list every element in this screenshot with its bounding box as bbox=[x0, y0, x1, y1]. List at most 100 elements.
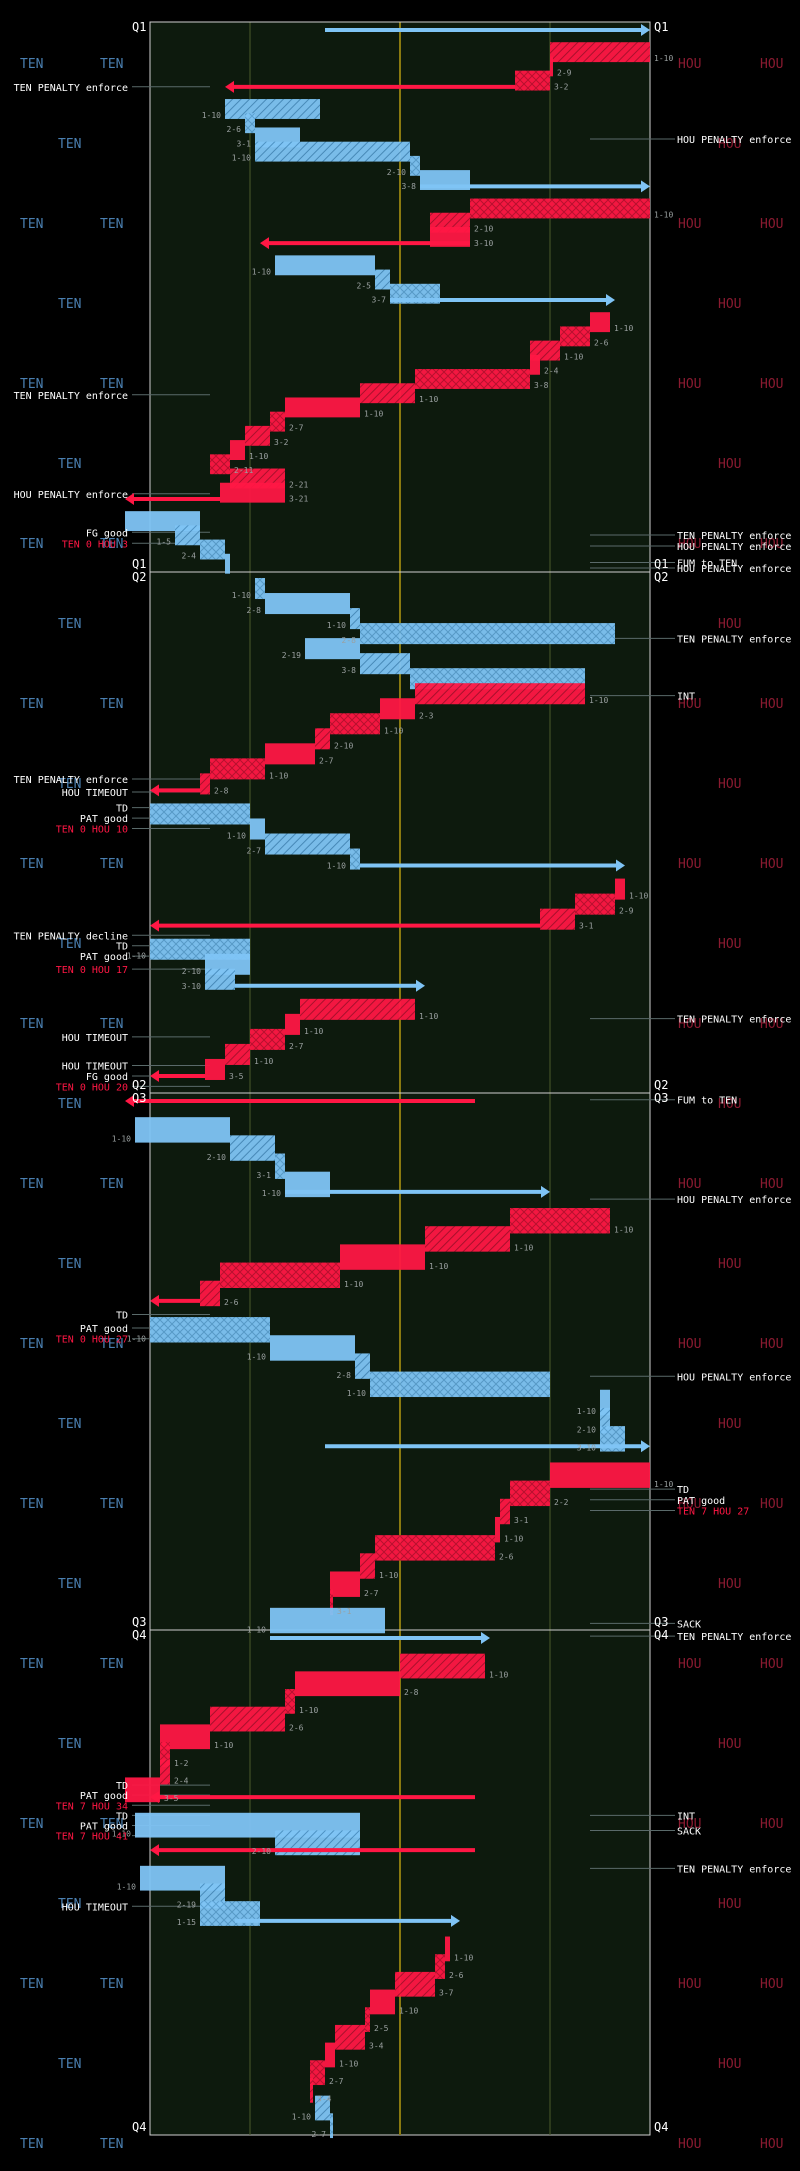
play-bar bbox=[255, 141, 410, 162]
play-bar bbox=[150, 803, 250, 825]
down-label: 3-8 bbox=[534, 381, 549, 390]
team-tag-right: HOU bbox=[678, 857, 701, 872]
down-label: 1-10 bbox=[232, 154, 251, 163]
team-tag-left: TEN bbox=[58, 137, 81, 152]
down-label: 1-10 bbox=[654, 210, 673, 219]
team-tag-left: TEN bbox=[20, 1977, 43, 1992]
play-bar bbox=[205, 1058, 225, 1080]
team-tag-right: HOU bbox=[760, 1657, 783, 1672]
down-label: 1-10 bbox=[232, 591, 251, 600]
down-label: 3-4 bbox=[369, 2042, 384, 2051]
play-bar bbox=[225, 553, 230, 574]
team-tag-left: TEN bbox=[20, 217, 43, 232]
team-tag-left: TEN bbox=[58, 777, 81, 792]
play-bar bbox=[225, 99, 320, 119]
down-label: 3-2 bbox=[274, 438, 289, 447]
quarter-label-left-end: Q2 bbox=[132, 1078, 146, 1092]
quarter-label-right-end: Q2 bbox=[654, 1078, 668, 1092]
team-tag-left: TEN bbox=[100, 1177, 123, 1192]
down-label: 2-7 bbox=[289, 1042, 304, 1051]
play-bar bbox=[365, 2007, 370, 2032]
play-bar bbox=[600, 1407, 610, 1434]
team-tag-right: HOU bbox=[678, 1977, 701, 1992]
annotation-left: TD bbox=[116, 1781, 128, 1792]
play-bar bbox=[560, 326, 590, 347]
play-bar bbox=[360, 623, 615, 645]
annotation-left: TD bbox=[116, 1811, 128, 1822]
play-bar bbox=[360, 653, 410, 675]
team-tag-left: TEN bbox=[20, 857, 43, 872]
team-tag-right: HOU bbox=[678, 377, 701, 392]
team-tag-left: TEN bbox=[100, 857, 123, 872]
play-bar bbox=[350, 608, 360, 630]
team-tag-right: HOU bbox=[760, 1017, 783, 1032]
annotation-right: HOU PENALTY enforce bbox=[677, 135, 791, 146]
team-tag-right: HOU bbox=[678, 537, 701, 552]
down-label: 3-1 bbox=[579, 922, 594, 931]
play-bar bbox=[315, 2095, 330, 2121]
team-tag-left: TEN bbox=[20, 1497, 43, 1512]
team-tag-right: HOU bbox=[760, 1337, 783, 1352]
team-tag-left: TEN bbox=[20, 2137, 43, 2152]
play-bar bbox=[500, 1498, 510, 1525]
down-label: 2-6 bbox=[227, 125, 242, 134]
play-bar bbox=[375, 1535, 495, 1561]
annotation-right: TEN PENALTY enforce bbox=[677, 634, 791, 645]
quarter-label-right: Q4 bbox=[654, 1628, 668, 1642]
down-label: 3-2 bbox=[554, 83, 569, 92]
drive-arrowhead bbox=[125, 1095, 134, 1107]
play-bar bbox=[325, 2042, 335, 2068]
down-label: 2-6 bbox=[289, 1723, 304, 1732]
team-tag-right: HOU bbox=[678, 2137, 701, 2152]
play-bar bbox=[310, 2060, 325, 2086]
down-label: 1-10 bbox=[419, 395, 438, 404]
annotation-left: TEN 7 HOU 41 bbox=[56, 1832, 128, 1843]
down-label: 2-7 bbox=[247, 847, 262, 856]
annotation-left: PAT good bbox=[80, 952, 128, 963]
play-bar bbox=[540, 908, 575, 930]
annotation-left: HOU PENALTY enforce bbox=[14, 490, 128, 501]
down-label: 1-10 bbox=[577, 1407, 596, 1416]
down-label: 2-7 bbox=[364, 1589, 379, 1598]
annotation-left: PAT good bbox=[80, 1791, 128, 1802]
down-label: 3-1 bbox=[257, 1171, 272, 1180]
annotation-right: INT bbox=[677, 1811, 695, 1822]
play-bar bbox=[250, 1028, 285, 1050]
down-label: 1-10 bbox=[247, 1625, 266, 1634]
annotation-right: INT bbox=[677, 692, 695, 703]
down-label: 1-10 bbox=[489, 1670, 508, 1679]
down-label: 2-8 bbox=[214, 786, 229, 795]
annotation-left: TEN PENALTY enforce bbox=[14, 391, 128, 402]
annotation-right: TEN PENALTY enforce bbox=[677, 1632, 791, 1643]
team-tag-right: HOU bbox=[718, 1257, 741, 1272]
team-tag-left: TEN bbox=[20, 1017, 43, 1032]
drive-arrowhead bbox=[641, 180, 650, 193]
drive-arrowhead bbox=[125, 492, 134, 505]
down-label: 1-15 bbox=[177, 1918, 196, 1927]
team-tag-left: TEN bbox=[100, 1657, 123, 1672]
team-tag-left: TEN bbox=[100, 217, 123, 232]
team-tag-left: TEN bbox=[100, 1497, 123, 1512]
play-bar bbox=[600, 1389, 610, 1416]
play-bar bbox=[255, 578, 265, 600]
down-label: 1-10 bbox=[214, 1741, 233, 1750]
team-tag-left: TEN bbox=[20, 537, 43, 552]
down-label: 1-10 bbox=[227, 832, 246, 841]
down-label: 1-10 bbox=[654, 54, 673, 63]
down-label: 2-5 bbox=[357, 281, 372, 290]
down-label: 3-1 bbox=[237, 139, 252, 148]
play-bar bbox=[510, 1208, 610, 1234]
team-tag-left: TEN bbox=[100, 697, 123, 712]
team-tag-left: TEN bbox=[20, 377, 43, 392]
annotation-right: PAT good bbox=[677, 1496, 725, 1507]
team-tag-left: TEN bbox=[58, 1737, 81, 1752]
down-label: 1-10 bbox=[112, 1135, 131, 1144]
down-label: 1-10 bbox=[299, 1706, 318, 1715]
team-tag-left: TEN bbox=[58, 2057, 81, 2072]
drive-arrowhead bbox=[150, 1294, 159, 1307]
play-bar bbox=[415, 369, 530, 389]
down-label: 2-3 bbox=[419, 711, 434, 720]
team-tag-right: HOU bbox=[718, 297, 741, 312]
drive-arrowhead bbox=[150, 1069, 159, 1082]
team-tag-left: TEN bbox=[20, 1337, 43, 1352]
